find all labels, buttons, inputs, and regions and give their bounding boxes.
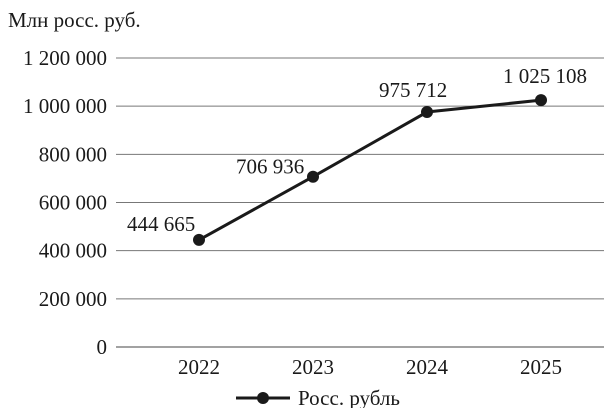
y-tick-labels: 0 200 000 400 000 600 000 800 000 1 000 000 1 … xyxy=(23,46,107,359)
grid-lines xyxy=(116,57,604,348)
y-tick-label: 1 200 000 xyxy=(23,46,107,70)
y-tick-label: 1 000 000 xyxy=(23,94,107,118)
x-tick-labels: 2022 2023 2024 2025 xyxy=(178,355,562,379)
y-tick-label: 200 000 xyxy=(39,287,107,311)
y-tick-label: 400 000 xyxy=(39,239,107,263)
data-point xyxy=(421,106,433,119)
x-tick-label: 2025 xyxy=(520,355,562,379)
data-label: 706 936 xyxy=(236,155,304,179)
y-tick-label: 600 000 xyxy=(39,191,107,215)
data-point xyxy=(307,170,319,183)
x-tick-label: 2024 xyxy=(406,355,449,379)
legend-label: Росс. рубль xyxy=(298,386,400,408)
data-point xyxy=(193,233,205,246)
data-point xyxy=(535,94,547,107)
data-label: 975 712 xyxy=(379,78,447,102)
y-axis-unit-label: Млн росс. руб. xyxy=(8,8,141,32)
series-rubles xyxy=(193,94,547,246)
x-tick-label: 2023 xyxy=(292,355,334,379)
legend-point-marker xyxy=(257,392,269,404)
data-label: 1 025 108 xyxy=(503,64,587,88)
y-tick-label: 800 000 xyxy=(39,142,107,166)
legend: Росс. рубль xyxy=(236,386,400,408)
x-tick-label: 2022 xyxy=(178,355,220,379)
y-tick-label: 0 xyxy=(97,335,108,359)
series-line xyxy=(198,98,542,242)
data-label: 444 665 xyxy=(127,212,195,236)
data-labels: 444 665 706 936 975 712 1 025 108 xyxy=(127,64,587,236)
